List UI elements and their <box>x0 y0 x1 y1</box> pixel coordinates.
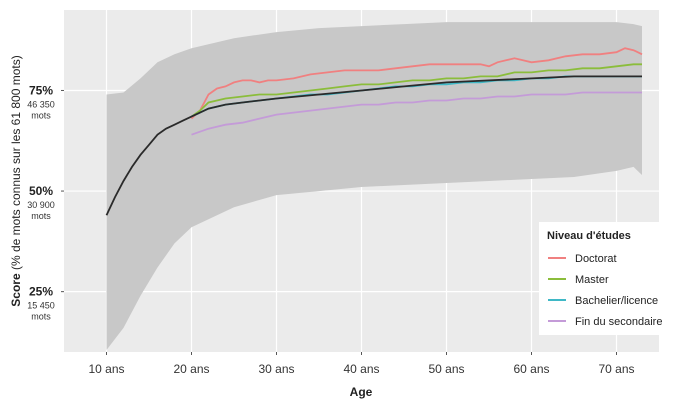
series-line <box>191 91 642 136</box>
series-line <box>190 63 642 118</box>
y-axis-label-main: Score <box>9 273 23 307</box>
x-tick-label: 40 ans <box>343 362 379 376</box>
y-tick-label: 25% <box>29 285 53 299</box>
x-tick-label: 30 ans <box>258 362 294 376</box>
y-tick-sublabel: 15 450 <box>27 301 55 311</box>
legend: Niveau d'études Doctorat Master Bachelier/… <box>539 222 672 335</box>
legend-items: Doctorat Master Bachelier/licence Fin du se… <box>548 253 662 328</box>
band-layer <box>106 22 642 350</box>
x-tick-label: 60 ans <box>513 362 549 376</box>
legend-label: Master <box>575 274 609 286</box>
legend-title: Niveau d'études <box>547 230 631 242</box>
range-band <box>106 22 642 350</box>
x-axis-label: Age <box>350 385 373 399</box>
y-tick-sublabel: 30 900 <box>27 200 55 210</box>
x-tick-label: 50 ans <box>428 362 464 376</box>
y-tick-unit: mots <box>31 211 51 221</box>
y-tick-label: 50% <box>29 184 53 198</box>
legend-label: Fin du secondaire <box>575 316 662 328</box>
y-tick-unit: mots <box>31 312 51 322</box>
legend-label: Bachelier/licence <box>575 295 658 307</box>
series-line <box>190 47 643 120</box>
y-tick-label: 75% <box>29 83 53 97</box>
y-axis-label-sub: (% de mots connus sur les 61 800 mots) <box>9 55 23 273</box>
overall-line <box>105 75 642 216</box>
x-tick-label: 10 ans <box>88 362 124 376</box>
x-tick-label: 20 ans <box>173 362 209 376</box>
x-tick-label: 70 ans <box>598 362 634 376</box>
y-tick-unit: mots <box>31 110 51 120</box>
y-tick-sublabel: 46 350 <box>27 99 55 109</box>
legend-label: Doctorat <box>575 253 617 265</box>
line-layer <box>105 47 643 216</box>
y-axis-label: Score (% de mots connus sur les 61 800 m… <box>9 55 23 306</box>
x-tick-layer: 10 ans 20 ans 30 ans 40 ans 50 ans 60 ans 70 a… <box>88 352 635 376</box>
